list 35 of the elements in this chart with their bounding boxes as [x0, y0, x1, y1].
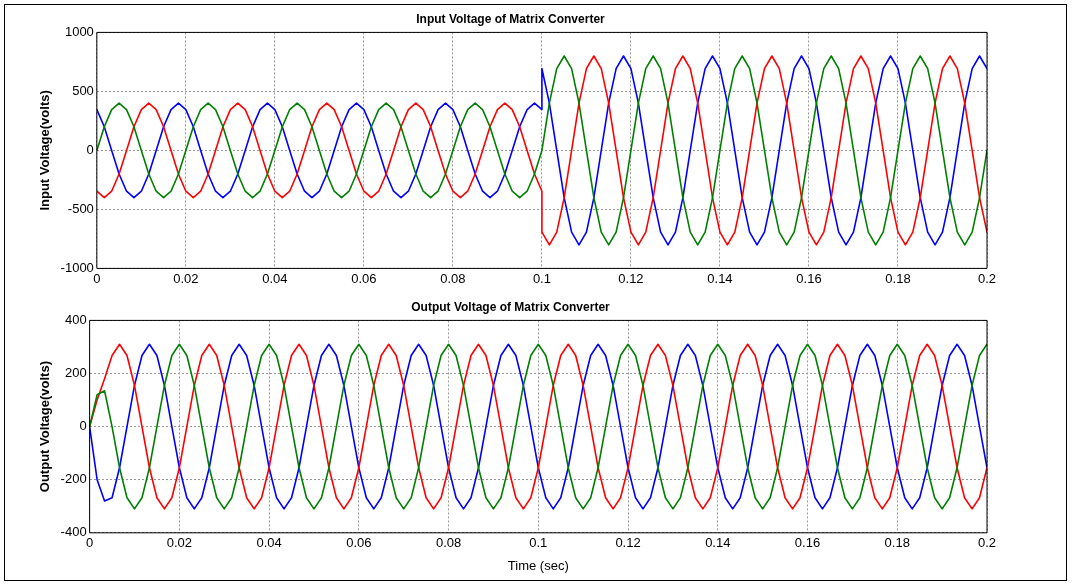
y-axis-title: Output Voltage(volts)	[37, 361, 53, 493]
x-tick-label: 0.18	[884, 535, 910, 551]
x-tick-label: 0.12	[618, 270, 644, 286]
x-tick-label: 0.1	[532, 270, 551, 286]
x-axis-title: Time (sec)	[507, 557, 569, 573]
y-tick-label: 0	[79, 418, 87, 434]
y-tick-label: -1000	[60, 259, 94, 275]
x-tick-label: 0.2	[977, 270, 997, 286]
x-tick-label: 0.14	[705, 535, 731, 551]
x-tick-label: 0.08	[435, 535, 462, 551]
x-tick-label: 0.06	[346, 535, 372, 551]
x-tick-label: 0.16	[794, 535, 821, 551]
x-tick-label: 0.04	[256, 535, 282, 551]
y-tick-label: -400	[60, 524, 87, 540]
x-tick-label: 0.08	[440, 270, 466, 286]
x-tick-label: 0.16	[796, 270, 822, 286]
x-tick-label: 0.2	[977, 535, 997, 551]
x-tick-label: 0.14	[707, 270, 733, 286]
y-tick-label: -500	[67, 200, 94, 216]
x-tick-label: 0.04	[262, 270, 288, 286]
y-tick-label: 200	[64, 365, 87, 381]
x-tick-label: 0.18	[885, 270, 911, 286]
y-tick-label: 1000	[64, 23, 94, 39]
chart-title: Output Voltage of Matrix Converter	[411, 299, 611, 314]
x-tick-label: 0.02	[173, 270, 199, 286]
x-tick-label: 0.1	[529, 535, 548, 551]
chart-title: Input Voltage of Matrix Converter	[416, 11, 606, 26]
x-tick-label: 0.02	[166, 535, 193, 551]
x-tick-label: 0.06	[351, 270, 377, 286]
x-tick-label: 0.12	[615, 535, 641, 551]
y-axis-title: Input Voltage(volts)	[37, 90, 53, 211]
y-tick-label: 400	[64, 311, 87, 327]
y-tick-label: 0	[86, 141, 94, 157]
y-tick-label: -200	[60, 471, 87, 487]
y-tick-label: 500	[72, 82, 94, 98]
